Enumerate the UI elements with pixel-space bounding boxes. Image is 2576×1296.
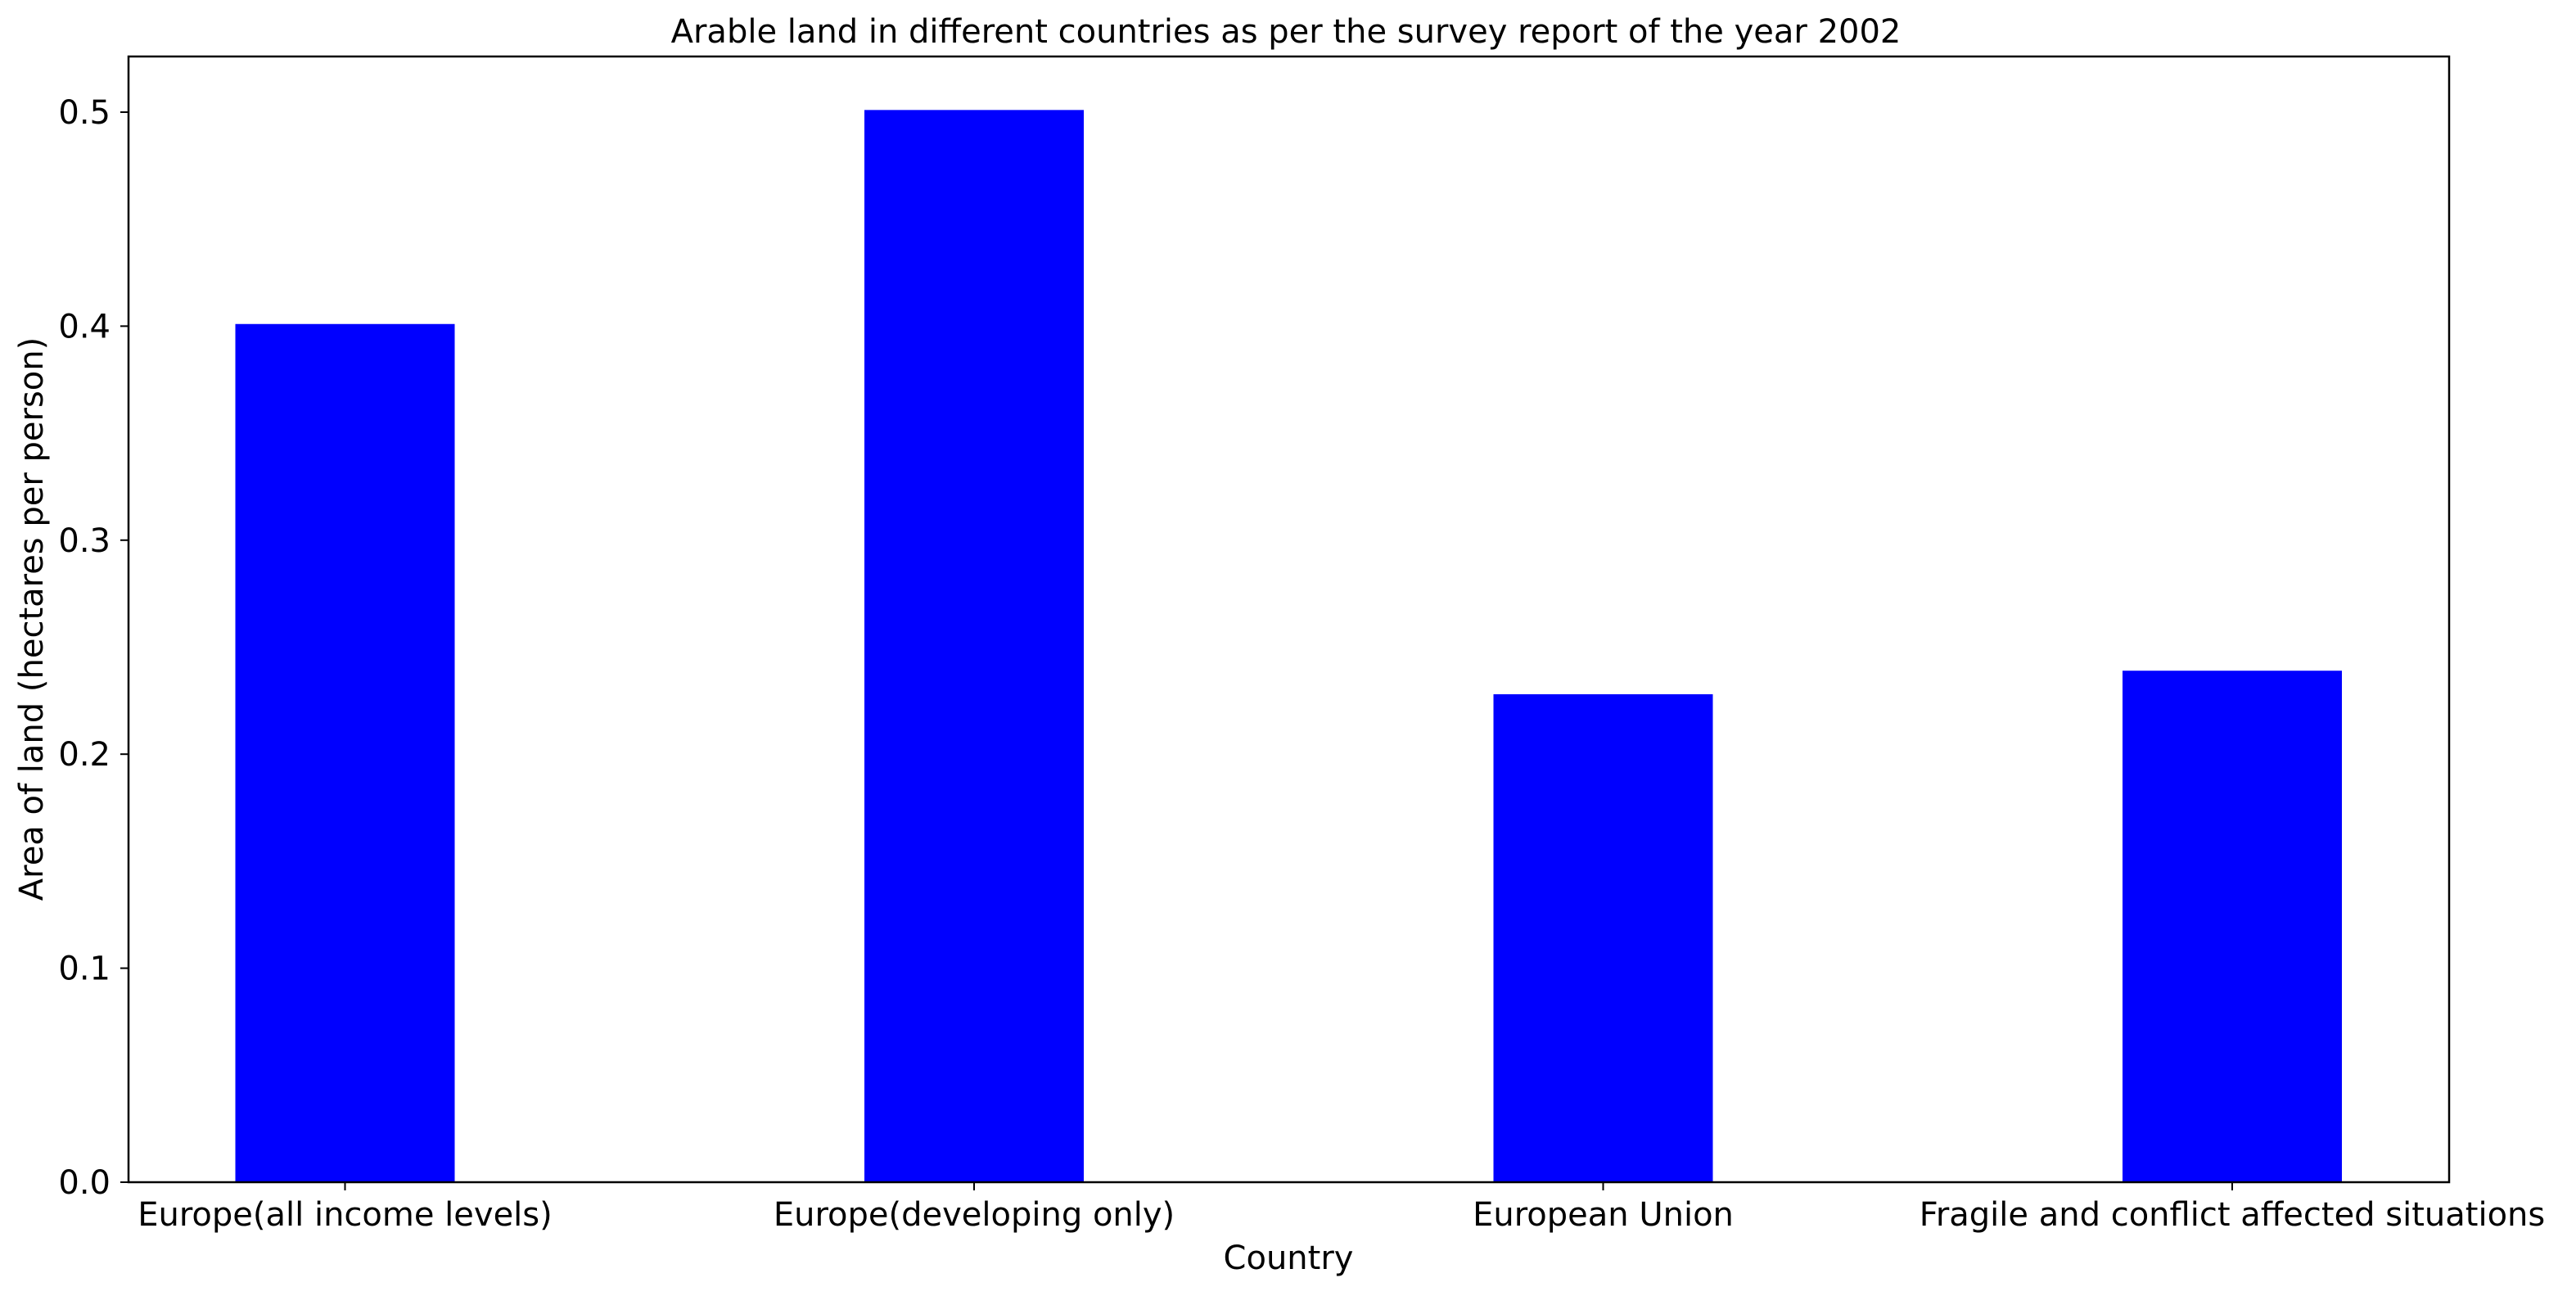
y-tick-label: 0.0 — [58, 1164, 111, 1202]
bar — [864, 110, 1084, 1183]
y-axis-ticks: 0.0 0.1 0.2 0.3 0.4 0.5 — [58, 94, 129, 1202]
y-tick-label: 0.4 — [58, 308, 111, 345]
x-tick-label: Fragile and conflict affected situations — [1920, 1196, 2546, 1234]
chart-title: Arable land in different countries as pe… — [671, 13, 1902, 51]
x-axis-label: Country — [1224, 1240, 1354, 1277]
x-tick-label: Europe(developing only) — [774, 1196, 1175, 1234]
bar — [1493, 693, 1713, 1182]
plot-frame — [127, 55, 2451, 1184]
y-tick-label: 0.2 — [58, 736, 111, 774]
y-tick-label: 0.3 — [58, 522, 111, 560]
y-axis-label: Area of land (hectares per person) — [13, 337, 51, 901]
y-tick-label: 0.1 — [58, 951, 111, 988]
bar — [2123, 671, 2342, 1182]
bar — [235, 323, 455, 1182]
bars-layer — [235, 110, 2342, 1183]
y-tick-label: 0.5 — [58, 94, 111, 132]
x-tick-label: European Union — [1473, 1196, 1734, 1234]
x-axis-ticks: Europe(all income levels) Europe(developi… — [138, 1182, 2545, 1234]
x-tick-label: Europe(all income levels) — [138, 1196, 553, 1234]
